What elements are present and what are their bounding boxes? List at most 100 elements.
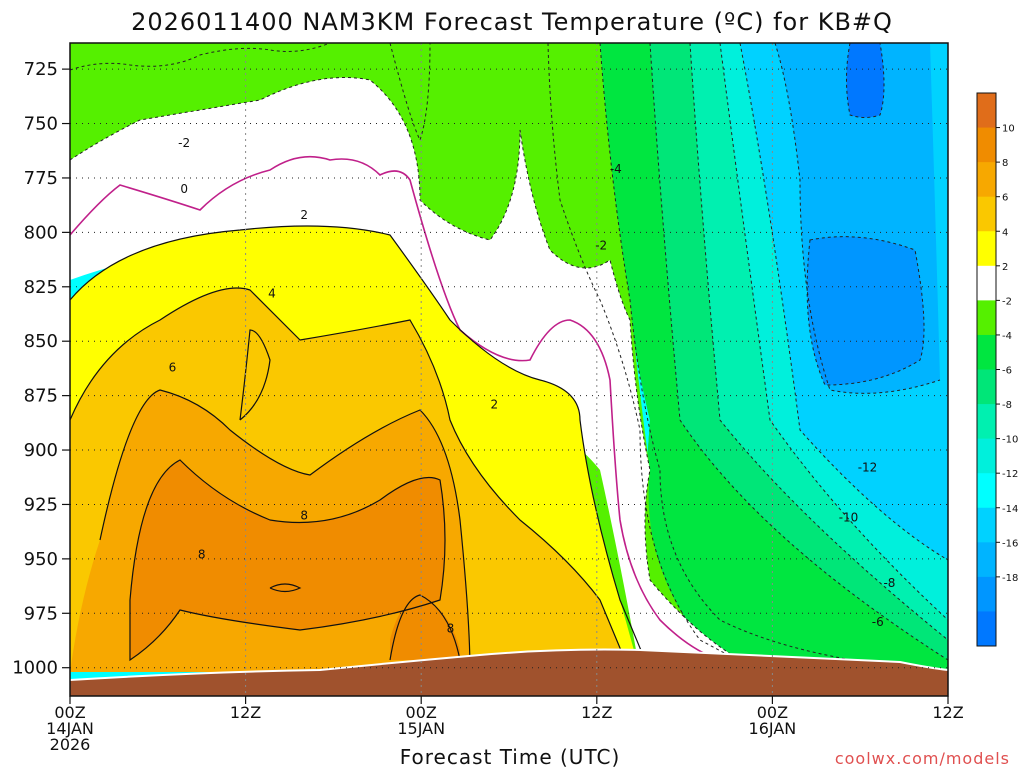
colorbar-label: -10 bbox=[1002, 435, 1018, 446]
contour-label: -8 bbox=[883, 576, 895, 590]
x-tick-label: 00Z bbox=[406, 703, 437, 722]
contour-label: 8 bbox=[198, 548, 206, 562]
x-tick-label: 15JAN bbox=[397, 719, 445, 738]
colorbar-swatch bbox=[977, 576, 996, 612]
y-tick-label: 1000 bbox=[12, 658, 58, 679]
y-tick-label: 925 bbox=[24, 494, 58, 515]
colorbar-swatch bbox=[977, 369, 996, 405]
colorbar-label: 10 bbox=[1002, 124, 1015, 135]
isotherm-minus16 bbox=[774, 43, 941, 394]
field-region-freezing-band bbox=[70, 77, 750, 672]
isotherm-minus18 bbox=[806, 236, 925, 386]
y-tick-label: 800 bbox=[24, 222, 58, 243]
credit-text: coolwx.com/models bbox=[835, 749, 1010, 768]
x-tick-label: 12Z bbox=[581, 703, 612, 722]
colorbar-swatch bbox=[977, 542, 996, 578]
colorbar-swatch bbox=[977, 162, 996, 198]
colorbar-label: -16 bbox=[1002, 538, 1018, 549]
field-region-8-10-b bbox=[390, 595, 460, 660]
isotherms-positive bbox=[70, 225, 651, 673]
field-region-minus20 bbox=[846, 43, 884, 118]
colorbar-label: 6 bbox=[1002, 193, 1008, 204]
contour-label: -2 bbox=[178, 136, 190, 150]
contour-label: 4 bbox=[268, 286, 276, 300]
colorbar-label: -14 bbox=[1002, 504, 1018, 515]
y-tick-label: 975 bbox=[24, 603, 58, 624]
colorbar-swatch bbox=[977, 473, 996, 509]
contour-label: 2 bbox=[491, 397, 499, 411]
contour-label: 8 bbox=[300, 508, 308, 522]
isotherm-4 bbox=[70, 287, 631, 673]
colorbar-swatch bbox=[977, 196, 996, 232]
colorbar-swatch bbox=[977, 265, 996, 301]
contour-label: 8 bbox=[447, 622, 455, 636]
isotherm-minus8 bbox=[649, 43, 948, 661]
y-tick-label: 850 bbox=[24, 331, 58, 352]
isotherm-8 bbox=[129, 459, 446, 662]
colorbar-label: -6 bbox=[1002, 366, 1012, 377]
y-tick-label: 825 bbox=[24, 277, 58, 298]
colorbar-label: -18 bbox=[1002, 573, 1018, 584]
plot-frame bbox=[69, 42, 949, 697]
isotherm-4-b bbox=[239, 329, 271, 421]
isotherm-6 bbox=[99, 389, 471, 673]
x-axis-title: Forecast Time (UTC) bbox=[400, 745, 621, 768]
colorbar-label: 2 bbox=[1002, 262, 1008, 273]
y-tick-label: 775 bbox=[24, 168, 58, 189]
field-region-minus18 bbox=[807, 236, 924, 385]
terrain-ground bbox=[70, 649, 948, 696]
chart-title: 2026011400 NAM3KM Forecast Temperature (… bbox=[131, 8, 893, 36]
contour-label: -2 bbox=[595, 238, 607, 252]
isotherm-2 bbox=[70, 225, 651, 673]
y-tick-label: 900 bbox=[24, 440, 58, 461]
y-tick-label: 750 bbox=[24, 114, 58, 135]
colorbar-swatch bbox=[977, 231, 996, 267]
colorbar-swatch bbox=[977, 438, 996, 474]
isotherm-8-c bbox=[269, 583, 302, 593]
colorbar-swatch bbox=[977, 611, 996, 647]
isotherm-zero bbox=[70, 155, 721, 661]
colorbar-label: 4 bbox=[1002, 227, 1008, 238]
contour-label: 6 bbox=[169, 360, 177, 374]
colorbar-label: -8 bbox=[1002, 400, 1012, 411]
y-tick-label: 875 bbox=[24, 386, 58, 407]
colorbar-label: -2 bbox=[1002, 296, 1012, 307]
isotherm-minus2 bbox=[70, 77, 751, 666]
x-tick-label: 16JAN bbox=[749, 719, 797, 738]
colorbar-label: -12 bbox=[1002, 469, 1018, 480]
plot-area: -2 0 2 4 6 8 8 8 2 -4 -2 -12 -10 -8 -6 bbox=[70, 43, 948, 696]
x-tick-label: 14JAN bbox=[46, 719, 94, 738]
grid-lines bbox=[70, 43, 948, 696]
isotherm-minus6 bbox=[547, 43, 761, 673]
colorbar-swatch bbox=[977, 334, 996, 370]
field-region-8-10 bbox=[130, 460, 445, 660]
colorbar-swatch bbox=[977, 127, 996, 163]
contour-label: -10 bbox=[839, 511, 859, 525]
contour-labels: -2 0 2 4 6 8 8 8 2 -4 -2 -12 -10 -8 -6 bbox=[169, 136, 896, 635]
isotherm-minus6-b bbox=[599, 43, 948, 673]
colorbar-swatch bbox=[977, 300, 996, 336]
contour-label: -4 bbox=[610, 162, 622, 176]
colorbar-swatch bbox=[977, 93, 996, 129]
contour-label: -12 bbox=[858, 460, 878, 474]
isotherm-minus12 bbox=[719, 43, 948, 621]
contour-label: 2 bbox=[300, 208, 308, 222]
x-tick-label: 2026 bbox=[50, 735, 91, 754]
colorbar-swatch bbox=[977, 507, 996, 543]
isotherm-minus4 bbox=[70, 43, 331, 71]
y-tick-label: 725 bbox=[24, 59, 58, 80]
colorbar: 10 8 6 4 2 -2 -4 -6 -8 -10 -12 -14 -16 -18 bbox=[976, 92, 1018, 647]
contour-label: -6 bbox=[872, 615, 884, 629]
y-tick-label: 950 bbox=[24, 549, 58, 570]
x-tick-label: 12Z bbox=[230, 703, 261, 722]
colorbar-label: -4 bbox=[1002, 331, 1012, 342]
isotherm-8-b bbox=[389, 594, 461, 661]
y-axis: 725 750 775 800 825 850 875 900 925 950 975 1000 bbox=[12, 59, 70, 679]
colorbar-label: 8 bbox=[1002, 158, 1008, 169]
contour-label: 0 bbox=[180, 182, 188, 196]
colorbar-swatch bbox=[977, 404, 996, 440]
x-tick-label: 12Z bbox=[932, 703, 963, 722]
x-tick-label: 00Z bbox=[54, 703, 85, 722]
